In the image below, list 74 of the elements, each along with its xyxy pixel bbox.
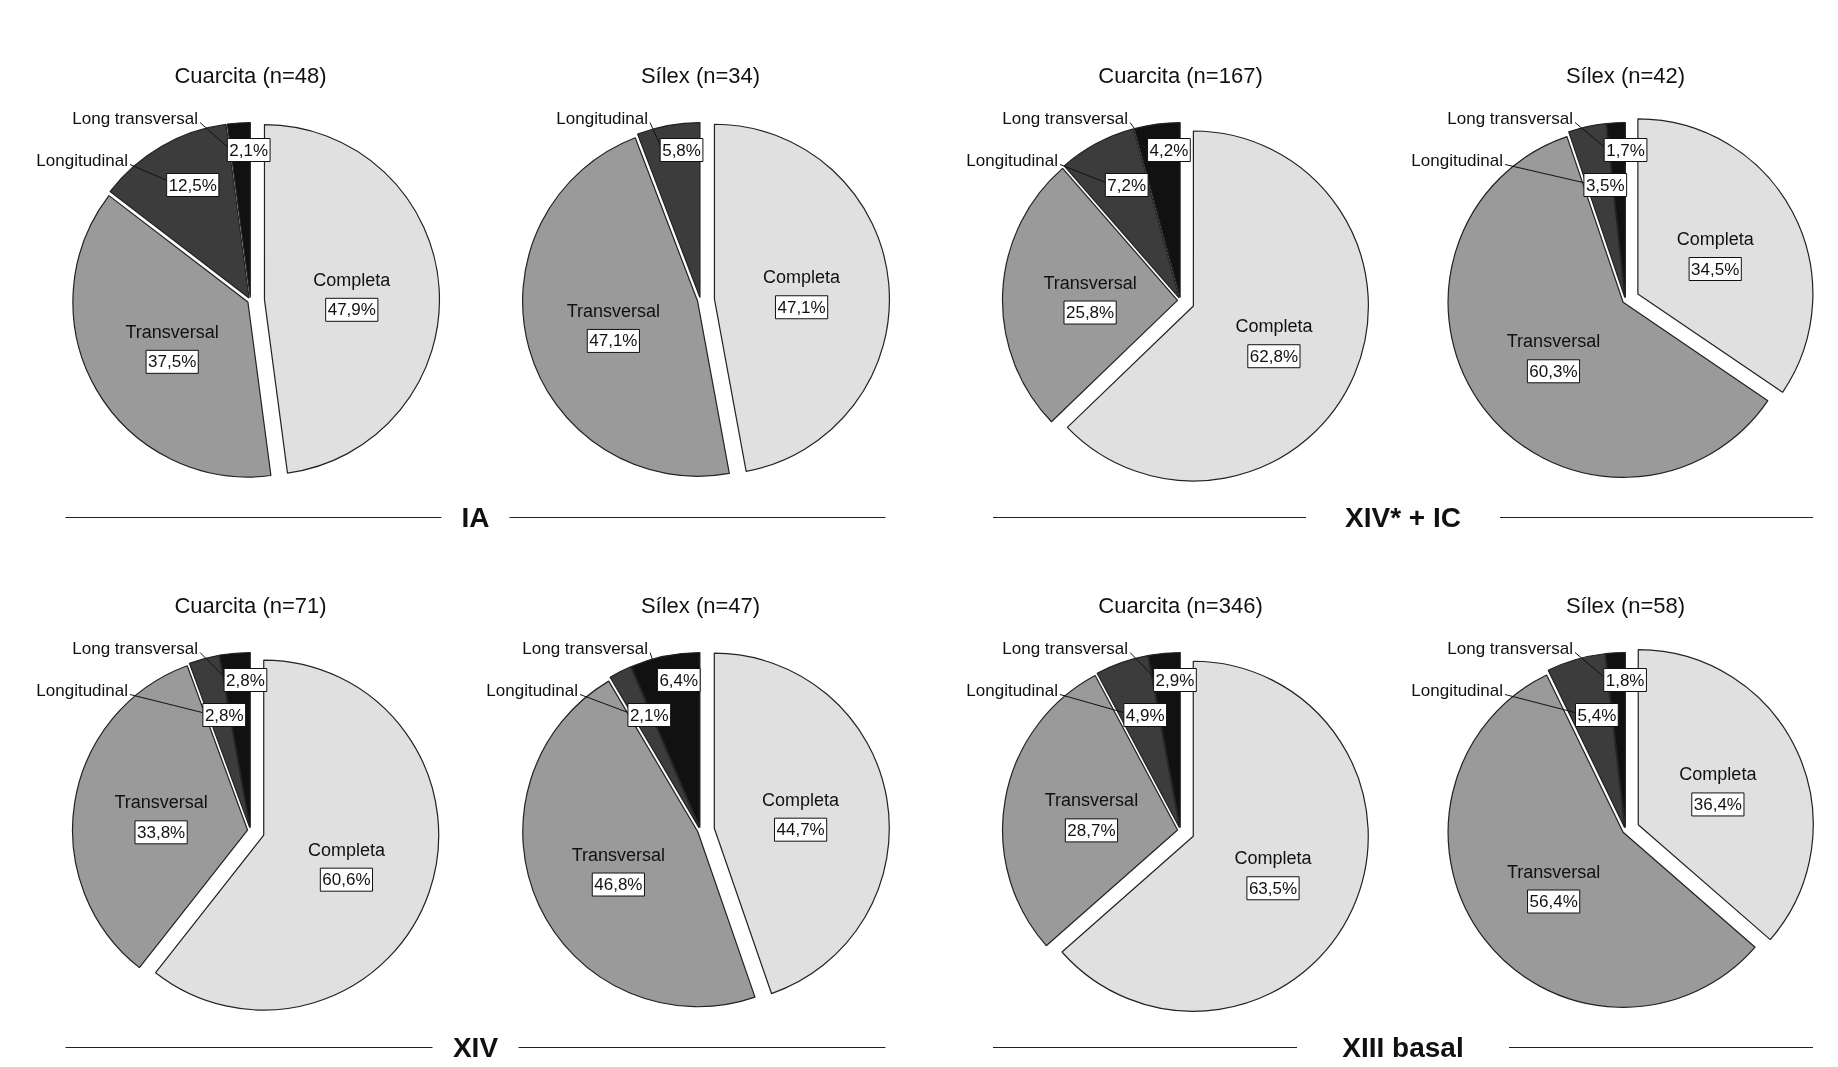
- slice-label: Transversal: [125, 321, 219, 342]
- slice-label: Longitudinal: [1411, 151, 1504, 170]
- data-label: 56,4%: [1529, 892, 1578, 912]
- slice-label: Long transversal: [1002, 639, 1129, 658]
- chart-title: Cuarcita (n=48): [174, 63, 327, 88]
- data-label: 5,4%: [1577, 705, 1617, 725]
- data-label: 47,1%: [777, 297, 826, 317]
- chart-title: Cuarcita (n=346): [1098, 593, 1263, 618]
- data-label: 2,1%: [229, 140, 269, 160]
- data-label: 7,2%: [1107, 175, 1147, 195]
- slice-label: Completa: [763, 267, 842, 288]
- slice-label: Completa: [1679, 764, 1758, 785]
- slice-label: Transversal: [1043, 272, 1137, 293]
- data-label: 33,8%: [137, 822, 186, 842]
- data-label: 60,3%: [1529, 361, 1578, 381]
- data-label: 1,8%: [1605, 670, 1645, 690]
- data-label: 37,5%: [148, 352, 197, 372]
- slice-label: Transversal: [1044, 790, 1139, 811]
- data-label: 4,2%: [1149, 140, 1189, 160]
- slice-label: Long transversal: [522, 639, 649, 658]
- slice-label: Longitudinal: [966, 151, 1059, 170]
- slice-label: Completa: [762, 789, 841, 810]
- slice-label: Completa: [1235, 316, 1314, 337]
- slice-label: Longitudinal: [966, 681, 1059, 700]
- slice-label: Transversal: [566, 300, 661, 321]
- chart-title: Sílex (n=34): [640, 63, 761, 88]
- data-label: 36,4%: [1693, 794, 1742, 814]
- data-label: 6,4%: [659, 670, 699, 690]
- chart-title: Sílex (n=47): [640, 593, 761, 618]
- data-label: 47,9%: [327, 300, 376, 320]
- chart-title: Cuarcita (n=167): [1098, 63, 1263, 88]
- data-label: 28,7%: [1067, 820, 1116, 840]
- data-label: 2,8%: [204, 705, 244, 725]
- data-label: 12,5%: [168, 175, 217, 195]
- data-label: 3,5%: [1585, 175, 1625, 195]
- slice-label: Completa: [313, 269, 392, 290]
- text: XIV* + IC: [1345, 502, 1461, 533]
- slice-label: Longitudinal: [1411, 681, 1504, 700]
- slice-label: Completa: [1676, 229, 1755, 250]
- data-label: 62,8%: [1249, 346, 1299, 366]
- slice-label: Transversal: [571, 844, 666, 865]
- text: IA: [461, 502, 490, 533]
- data-label: 4,9%: [1125, 705, 1165, 725]
- slice-label: Transversal: [1506, 331, 1601, 352]
- data-label: 2,1%: [629, 705, 669, 725]
- slice-label: Transversal: [114, 792, 208, 813]
- slice-label: Long transversal: [1447, 109, 1574, 128]
- data-label: 46,8%: [594, 875, 643, 895]
- chart-title: Cuarcita (n=71): [174, 593, 327, 618]
- slice-label: Transversal: [1506, 861, 1601, 882]
- data-label: 5,8%: [662, 140, 701, 160]
- slice-label: Longitudinal: [556, 109, 649, 128]
- data-label: 25,8%: [1065, 303, 1115, 323]
- slice-label: Longitudinal: [36, 151, 129, 170]
- data-label: 1,7%: [1606, 140, 1645, 160]
- slice-label: Completa: [1234, 848, 1313, 869]
- slice-label: Longitudinal: [36, 681, 129, 700]
- data-label: 60,6%: [322, 870, 371, 890]
- slice-label: Long transversal: [72, 639, 199, 658]
- slice-label: Completa: [307, 839, 386, 860]
- slice-label: Long transversal: [1447, 639, 1574, 658]
- data-label: 44,7%: [776, 820, 825, 840]
- data-label: 2,8%: [226, 670, 265, 690]
- slice-label: Long transversal: [72, 109, 199, 128]
- slice-label: Long transversal: [1002, 109, 1129, 128]
- slice-label: Longitudinal: [486, 681, 579, 700]
- data-label: 34,5%: [1691, 259, 1740, 279]
- data-label: 2,9%: [1155, 670, 1195, 690]
- data-label: 47,1%: [589, 331, 638, 351]
- data-label: 63,5%: [1248, 878, 1298, 898]
- chart-title: Sílex (n=58): [1565, 593, 1686, 618]
- chart-title: Sílex (n=42): [1565, 63, 1686, 88]
- text: XIV: [452, 1032, 499, 1063]
- text: XIII basal: [1342, 1032, 1464, 1063]
